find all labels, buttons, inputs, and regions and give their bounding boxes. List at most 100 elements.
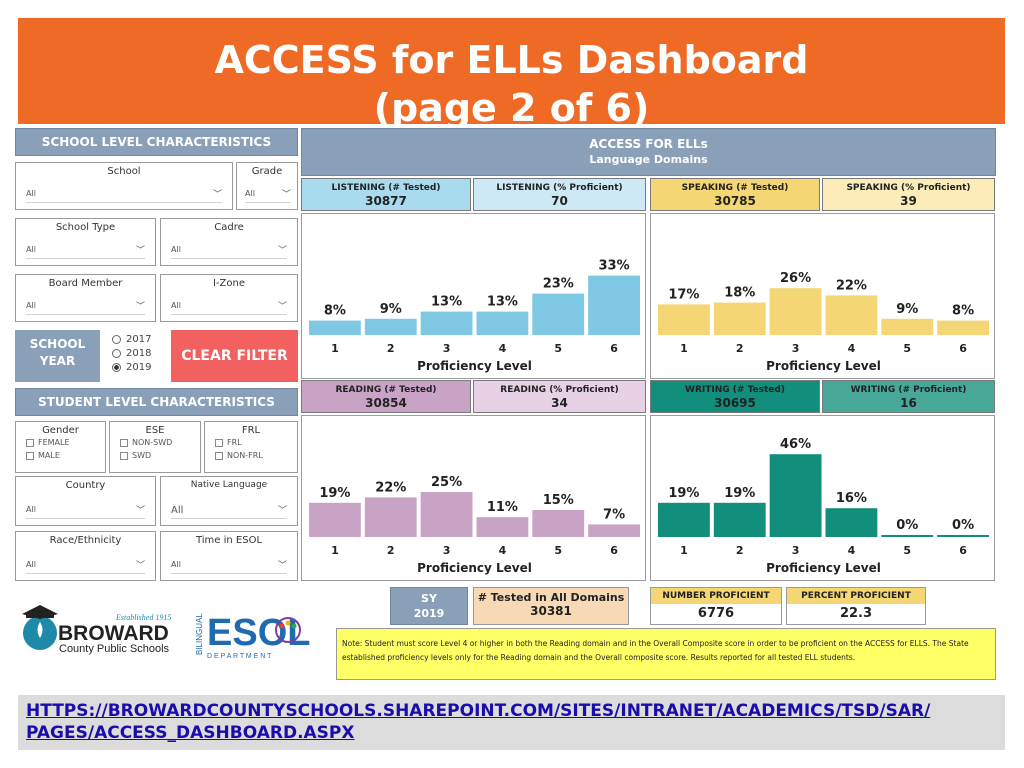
speaking-bar-3[interactable] — [769, 288, 822, 335]
dashboard-link-line1[interactable]: HTTPS://BROWARDCOUNTYSCHOOLS.SHAREPOINT.… — [26, 701, 931, 721]
board-member-select[interactable]: All ﹀ — [26, 301, 145, 315]
writing-bar-1[interactable] — [658, 502, 710, 537]
writing-tested-label: WRITING (# Tested) — [685, 385, 785, 395]
dashboard-link-line2[interactable]: PAGES/ACCESS_DASHBOARD.ASPX — [26, 723, 355, 743]
frl-filter[interactable]: FRL FRL NON-FRL — [204, 421, 298, 473]
speaking-bar-2[interactable] — [713, 302, 766, 335]
writing-bar-4[interactable] — [825, 508, 878, 537]
chevron-down-icon: ﹀ — [277, 302, 287, 312]
school-year-radio-2019[interactable]: 2019 — [112, 360, 166, 374]
time-esol-select[interactable]: All ﹀ — [171, 560, 287, 574]
race-select[interactable]: All ﹀ — [26, 560, 145, 574]
reading-bar-1[interactable] — [309, 502, 361, 537]
writing-bar-6[interactable] — [937, 535, 989, 537]
writing-bar-2[interactable] — [713, 502, 766, 537]
time-esol-filter[interactable]: Time in ESOL All ﹀ — [160, 531, 298, 581]
board-member-filter[interactable]: Board Member All ﹀ — [15, 274, 156, 322]
esol-logo-graphic: BILINGUAL ESOL D E P A R T M E N T — [195, 612, 310, 660]
speaking-tested-label: SPEAKING (# Tested) — [681, 183, 789, 193]
listening-tick-2: 2 — [387, 342, 395, 355]
speaking-chart: 17% 1 18% 2 26% 3 22% 4 9% 5 8% 6 Proficiency Level — [650, 213, 995, 379]
writing-bar-3[interactable] — [769, 454, 822, 537]
reading-bar-6[interactable] — [588, 524, 640, 537]
reading-bar-2[interactable] — [364, 497, 417, 537]
listening-bar-2[interactable] — [364, 318, 417, 335]
speaking-prof-tile: SPEAKING (% Proficient) 39 — [822, 178, 995, 211]
reading-x-axis-title: Proficiency Level — [417, 561, 532, 575]
clear-filter-button[interactable]: CLEAR FILTER — [171, 330, 298, 382]
reading-tick-4: 4 — [499, 544, 507, 557]
izone-filter[interactable]: I-Zone All ﹀ — [160, 274, 298, 322]
speaking-prof-label: SPEAKING (% Proficient) — [846, 183, 971, 193]
speaking-bar-1[interactable] — [658, 304, 710, 335]
reading-data-label-1: 19% — [319, 486, 350, 501]
country-select[interactable]: All ﹀ — [26, 505, 145, 519]
listening-bar-6[interactable] — [588, 275, 640, 335]
school-year-radio-group[interactable]: 2017 2018 2019 — [104, 332, 166, 382]
school-year-radio-2017[interactable]: 2017 — [112, 332, 166, 346]
school-type-filter[interactable]: School Type All ﹀ — [15, 218, 156, 266]
speaking-bar-4[interactable] — [825, 295, 878, 335]
writing-prof-label: WRITING (# Proficient) — [850, 385, 967, 395]
writing-tested-value: 30695 — [714, 396, 756, 410]
izone-select[interactable]: All ﹀ — [171, 301, 287, 315]
writing-bar-5[interactable] — [881, 535, 934, 537]
page-title: ACCESS for ELLs Dashboard — [214, 38, 809, 82]
cadre-filter[interactable]: Cadre All ﹀ — [160, 218, 298, 266]
reading-bar-5[interactable] — [532, 510, 585, 537]
non-swd-checkbox[interactable]: NON-SWD — [120, 436, 200, 449]
speaking-tick-4: 4 — [848, 342, 856, 355]
speaking-tick-5: 5 — [903, 342, 911, 355]
chevron-down-icon: ﹀ — [277, 506, 287, 516]
grade-filter[interactable]: Grade All ﹀ — [236, 162, 298, 210]
country-filter[interactable]: Country All ﹀ — [15, 476, 156, 526]
speaking-data-label-5: 9% — [896, 302, 918, 317]
listening-bar-1[interactable] — [309, 320, 361, 335]
listening-data-label-4: 13% — [487, 295, 518, 310]
listening-tick-6: 6 — [610, 342, 618, 355]
non-frl-checkbox[interactable]: NON-FRL — [215, 449, 297, 462]
female-checkbox[interactable]: FEMALE — [26, 436, 105, 449]
percent-proficient-tile: PERCENT PROFICIENT 22.3 — [786, 587, 926, 625]
male-checkbox[interactable]: MALE — [26, 449, 105, 462]
speaking-bar-6[interactable] — [937, 320, 989, 335]
listening-bar-3[interactable] — [420, 311, 473, 335]
frl-label: FRL — [241, 425, 261, 436]
reading-tested-label: READING (# Tested) — [335, 385, 437, 395]
cadre-select[interactable]: All ﹀ — [171, 245, 287, 259]
reading-bar-4[interactable] — [476, 517, 529, 537]
native-language-select[interactable]: All ﹀ — [171, 505, 287, 519]
listening-prof-value: 70 — [551, 194, 568, 208]
esol-bilingual: BILINGUAL — [195, 613, 204, 655]
school-year-radio-2018[interactable]: 2018 — [112, 346, 166, 360]
speaking-bar-5[interactable] — [881, 318, 934, 335]
native-language-filter[interactable]: Native Language All ﹀ — [160, 476, 298, 526]
esol-department: D E P A R T M E N T — [207, 653, 272, 660]
reading-bar-3[interactable] — [420, 492, 473, 537]
listening-chart: 8% 1 9% 2 13% 3 13% 4 23% 5 33% 6 Proficiency Level — [301, 213, 646, 379]
frl-checkbox[interactable]: FRL — [215, 436, 297, 449]
reading-tick-3: 3 — [443, 544, 451, 557]
ese-filter[interactable]: ESE NON-SWD SWD — [109, 421, 201, 473]
race-filter[interactable]: Race/Ethnicity All ﹀ — [15, 531, 156, 581]
chevron-down-icon: ﹀ — [135, 561, 145, 571]
speaking-tested-tile: SPEAKING (# Tested) 30785 — [650, 178, 820, 211]
writing-data-label-6: 0% — [952, 518, 974, 533]
radio-icon — [112, 334, 121, 344]
listening-bar-5[interactable] — [532, 293, 585, 335]
grade-select[interactable]: All ﹀ — [245, 189, 291, 203]
writing-data-label-5: 0% — [896, 518, 918, 533]
listening-bar-4[interactable] — [476, 311, 529, 335]
chevron-down-icon: ﹀ — [135, 246, 145, 256]
school-filter[interactable]: School All ﹀ — [15, 162, 233, 210]
school-type-select[interactable]: All ﹀ — [26, 245, 145, 259]
reading-chart-svg: 19% 1 22% 2 25% 3 11% 4 15% 5 7% 6 Proficiency Level — [309, 475, 640, 575]
swd-checkbox[interactable]: SWD — [120, 449, 200, 462]
gender-label: Gender — [42, 425, 79, 436]
reading-data-label-2: 22% — [375, 480, 406, 495]
radio-icon — [112, 348, 121, 358]
school-select[interactable]: All ﹀ — [26, 189, 222, 203]
page-subtitle: (page 2 of 6) — [373, 86, 650, 130]
gender-filter[interactable]: Gender FEMALE MALE — [15, 421, 106, 473]
speaking-data-label-2: 18% — [724, 286, 755, 301]
